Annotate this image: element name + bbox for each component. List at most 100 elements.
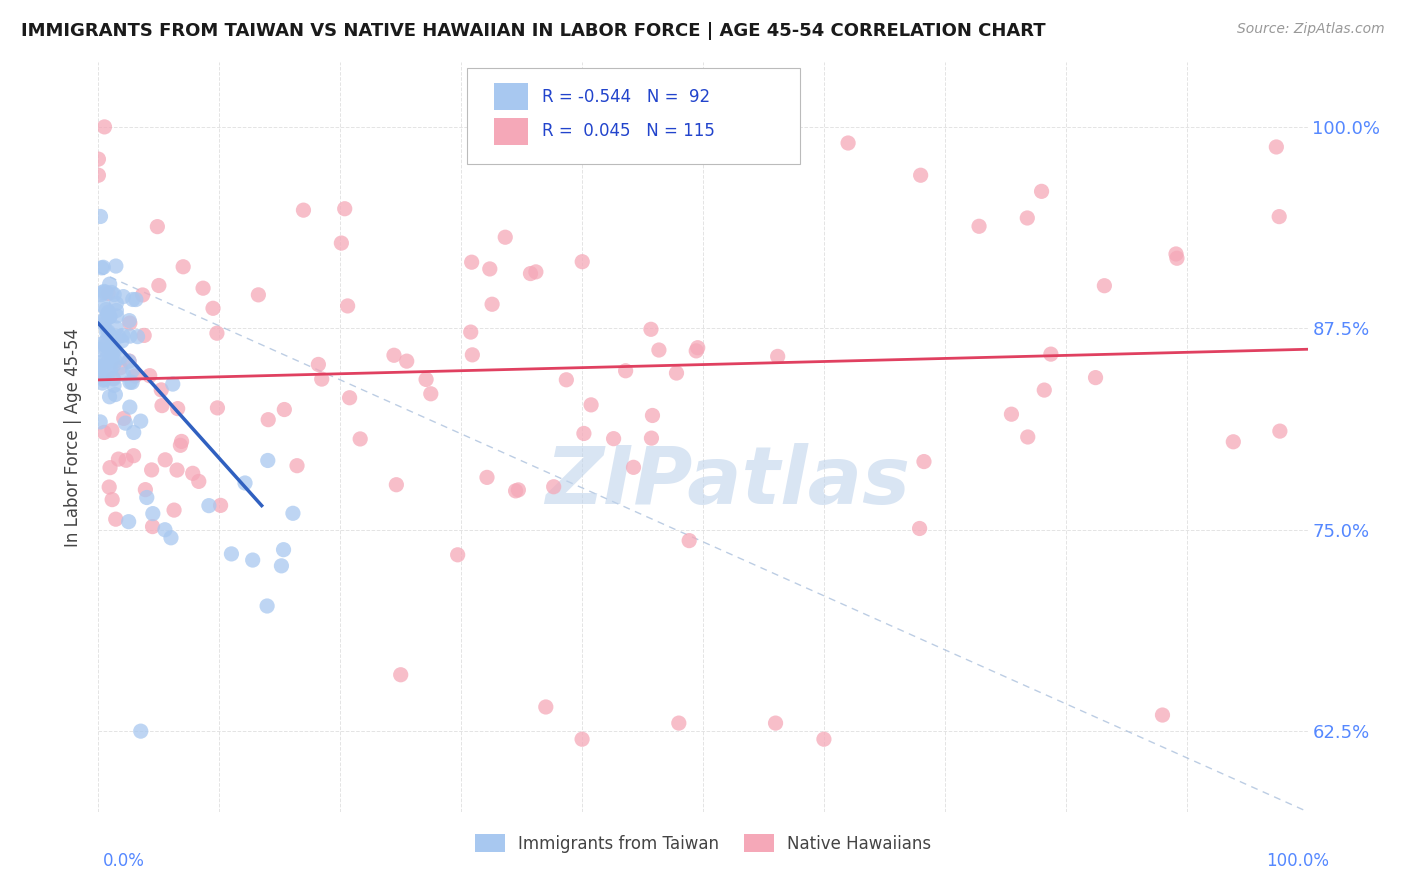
Text: ZIPatlas: ZIPatlas xyxy=(544,443,910,521)
Point xyxy=(198,499,221,513)
Point xyxy=(967,219,990,234)
Point xyxy=(96,326,118,340)
Point xyxy=(122,449,145,463)
Point xyxy=(153,523,176,537)
Point xyxy=(103,358,125,372)
Point xyxy=(98,310,121,324)
Point xyxy=(602,432,624,446)
Point xyxy=(105,303,128,318)
Point xyxy=(685,343,707,358)
Point xyxy=(101,352,124,367)
Point xyxy=(273,542,295,557)
Point xyxy=(640,431,662,445)
Point xyxy=(1033,383,1056,397)
Point xyxy=(89,355,111,369)
Point xyxy=(555,373,578,387)
Point xyxy=(101,371,124,385)
Point xyxy=(207,401,229,415)
Point xyxy=(481,297,503,311)
Point xyxy=(96,334,118,348)
Point xyxy=(118,313,141,327)
Point xyxy=(623,460,645,475)
Point xyxy=(101,340,124,354)
Point xyxy=(678,533,700,548)
Point xyxy=(837,136,859,150)
Point xyxy=(281,506,304,520)
Point xyxy=(191,281,214,295)
Point xyxy=(98,310,121,324)
Point xyxy=(93,373,115,387)
Point xyxy=(124,369,146,384)
Point xyxy=(110,360,132,375)
Point xyxy=(103,287,125,301)
Point xyxy=(419,386,441,401)
Point xyxy=(256,453,278,467)
Point xyxy=(87,168,110,182)
Point xyxy=(118,354,141,368)
Point xyxy=(142,507,165,521)
Point xyxy=(104,343,127,357)
Point xyxy=(524,265,547,279)
Point xyxy=(118,376,141,390)
Point xyxy=(121,293,143,307)
Point xyxy=(112,290,135,304)
Point xyxy=(127,329,149,343)
Point xyxy=(94,302,117,317)
Point xyxy=(129,724,152,739)
Point xyxy=(118,354,141,368)
Point xyxy=(131,288,153,302)
Point xyxy=(110,351,132,365)
Point xyxy=(90,260,112,275)
Point xyxy=(103,378,125,392)
Point xyxy=(908,521,931,535)
Point xyxy=(1017,211,1039,225)
Point xyxy=(247,288,270,302)
Point xyxy=(118,515,141,529)
Point xyxy=(209,499,232,513)
Point xyxy=(89,343,111,357)
Point xyxy=(96,343,118,357)
Point xyxy=(330,236,353,251)
Point xyxy=(389,667,412,681)
Point xyxy=(122,425,145,440)
Point xyxy=(336,299,359,313)
Point xyxy=(93,372,115,386)
Legend: Immigrants from Taiwan, Native Hawaiians: Immigrants from Taiwan, Native Hawaiians xyxy=(468,828,938,860)
Point xyxy=(150,399,173,413)
Point xyxy=(508,483,530,497)
Point xyxy=(668,716,690,731)
Bar xyxy=(494,118,527,145)
Point xyxy=(112,411,135,425)
Point xyxy=(813,732,835,747)
Point xyxy=(221,547,243,561)
Point xyxy=(202,301,225,316)
Point xyxy=(1166,252,1188,266)
Point xyxy=(1039,347,1062,361)
Point xyxy=(155,452,177,467)
Point xyxy=(285,458,308,473)
Point xyxy=(1265,140,1288,154)
Point xyxy=(100,361,122,376)
Point xyxy=(94,285,117,300)
Point xyxy=(121,376,143,390)
Point xyxy=(534,700,557,714)
Point xyxy=(571,732,593,747)
Point xyxy=(93,120,115,134)
Point xyxy=(91,336,114,351)
Point xyxy=(104,512,127,526)
Point xyxy=(107,329,129,343)
Point xyxy=(1164,247,1187,261)
Point xyxy=(640,322,662,336)
Point xyxy=(910,168,932,182)
Point xyxy=(460,255,482,269)
Point xyxy=(96,307,118,321)
Point xyxy=(134,328,156,343)
Point xyxy=(912,454,935,468)
Point xyxy=(96,351,118,366)
Text: 100.0%: 100.0% xyxy=(1265,852,1329,870)
Point xyxy=(166,401,188,416)
Point xyxy=(478,261,501,276)
Point xyxy=(98,460,121,475)
Point xyxy=(311,372,333,386)
Point xyxy=(543,480,565,494)
